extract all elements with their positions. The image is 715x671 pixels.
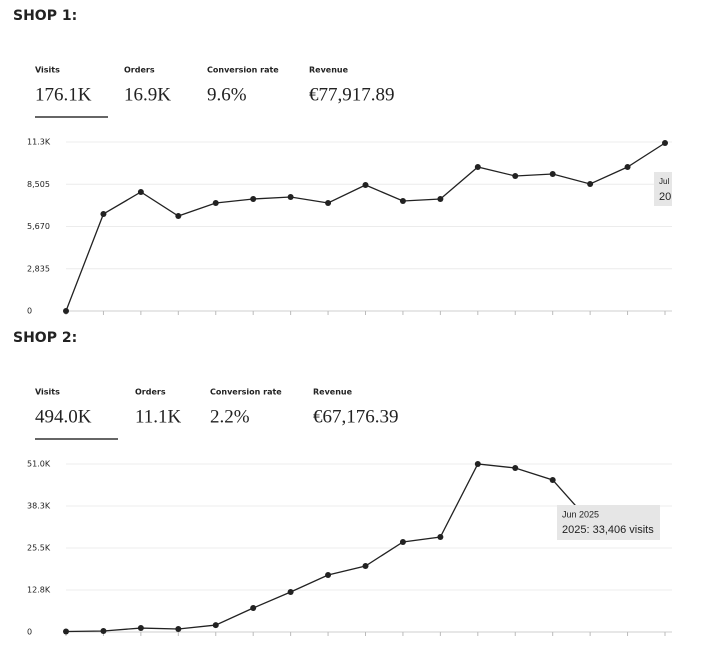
point <box>362 562 369 569</box>
tooltip-text: 20 <box>659 191 671 203</box>
metric-value: 176.1K <box>35 84 92 105</box>
point <box>624 164 631 171</box>
metric-label: Orders <box>124 66 155 75</box>
plot-area: Jun 2025 2025: 33,406 visits <box>63 461 660 635</box>
y-tick-label: 0 <box>27 307 32 316</box>
point <box>250 604 257 611</box>
point <box>512 172 519 179</box>
point <box>474 164 481 171</box>
point <box>63 628 69 635</box>
metric-value: 16.9K <box>124 84 171 105</box>
point <box>287 193 294 200</box>
point <box>399 538 406 545</box>
tooltip-title: Jul <box>659 177 669 186</box>
point <box>137 625 144 632</box>
metric-label: Conversion rate <box>210 388 282 397</box>
y-tick-label: 11.3K <box>27 138 51 147</box>
point <box>212 622 219 629</box>
y-tick-label: 38.3K <box>27 502 51 511</box>
point <box>100 210 107 217</box>
point <box>63 308 69 314</box>
tooltip <box>557 505 660 540</box>
point <box>437 533 444 540</box>
y-tick-label: 25.5K <box>27 544 51 553</box>
metric-label: Conversion rate <box>207 66 279 75</box>
metric-label: Visits <box>35 388 60 397</box>
point <box>662 139 668 146</box>
point <box>474 461 481 467</box>
metric-value: €77,917.89 <box>309 84 395 105</box>
point <box>512 464 519 471</box>
metric-value: 11.1K <box>135 406 182 427</box>
metric-label: Revenue <box>309 66 349 75</box>
y-tick-label: 5,670 <box>27 222 50 231</box>
point <box>100 628 107 635</box>
point <box>399 198 406 205</box>
point <box>175 212 182 219</box>
metric-label: Revenue <box>313 388 353 397</box>
tooltip-title: Jun 2025 <box>562 509 599 519</box>
point <box>137 188 144 195</box>
point <box>325 199 332 206</box>
point <box>587 180 594 187</box>
y-tick-label: 0 <box>27 628 32 637</box>
metric-label: Orders <box>135 388 166 397</box>
point <box>250 196 257 203</box>
metric-label: Visits <box>35 66 60 75</box>
section-heading: SHOP 1: <box>13 8 77 24</box>
point <box>362 181 369 188</box>
metric-value: 9.6% <box>207 84 247 105</box>
metric-value: 2.2% <box>210 406 250 427</box>
point <box>325 571 332 578</box>
point <box>212 199 219 206</box>
metric-value: €67,176.39 <box>313 406 399 427</box>
y-tick-label: 12.8K <box>27 586 51 595</box>
point <box>287 588 294 595</box>
y-tick-label: 8,505 <box>27 180 50 189</box>
y-tick-label: 51.0K <box>27 460 51 469</box>
point <box>437 196 444 203</box>
point <box>175 626 182 633</box>
point <box>549 476 556 483</box>
plot-area: Jul 20 <box>63 139 672 314</box>
point <box>549 170 556 177</box>
tooltip <box>654 172 672 206</box>
tooltip-text: 2025: 33,406 visits <box>562 524 654 536</box>
metric-value: 494.0K <box>35 406 92 427</box>
y-tick-label: 2,835 <box>27 264 50 273</box>
section-heading: SHOP 2: <box>13 330 77 346</box>
